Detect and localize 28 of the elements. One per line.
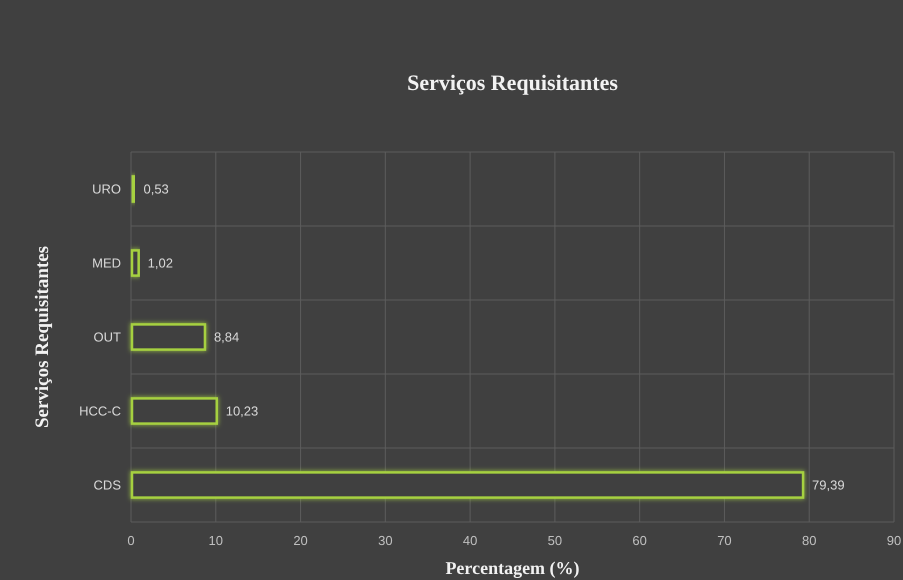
y-tick-label: URO (92, 182, 121, 197)
data-label: 8,84 (214, 330, 240, 345)
bar (130, 397, 218, 425)
bar (130, 471, 804, 499)
bar (130, 175, 136, 203)
data-label: 79,39 (812, 478, 845, 493)
y-tick-label: MED (92, 256, 121, 271)
bar (130, 249, 140, 277)
data-label: 0,53 (143, 182, 169, 197)
x-axis-title: Percentagem (%) (445, 558, 580, 578)
y-tick-label: CDS (94, 478, 122, 493)
bar (130, 323, 206, 351)
y-tick-label: HCC-C (79, 404, 121, 419)
x-tick-label: 80 (802, 533, 816, 548)
x-tick-label: 60 (632, 533, 647, 548)
data-label: 10,23 (226, 404, 258, 419)
x-tick-label: 10 (208, 533, 224, 548)
x-tick-label: 90 (886, 533, 902, 548)
x-tick-label: 50 (548, 533, 562, 548)
data-label: 1,02 (148, 256, 173, 271)
x-tick-label: 30 (378, 533, 393, 548)
y-axis-title: Serviços Requisitantes (32, 246, 53, 428)
x-tick-label: 20 (293, 533, 308, 548)
x-tick-label: 0 (127, 533, 135, 548)
x-tick-label: 40 (462, 533, 478, 548)
chart-title: Serviços Requisitantes (407, 70, 618, 95)
x-tick-label: 70 (717, 533, 732, 548)
y-tick-label: OUT (94, 330, 122, 345)
